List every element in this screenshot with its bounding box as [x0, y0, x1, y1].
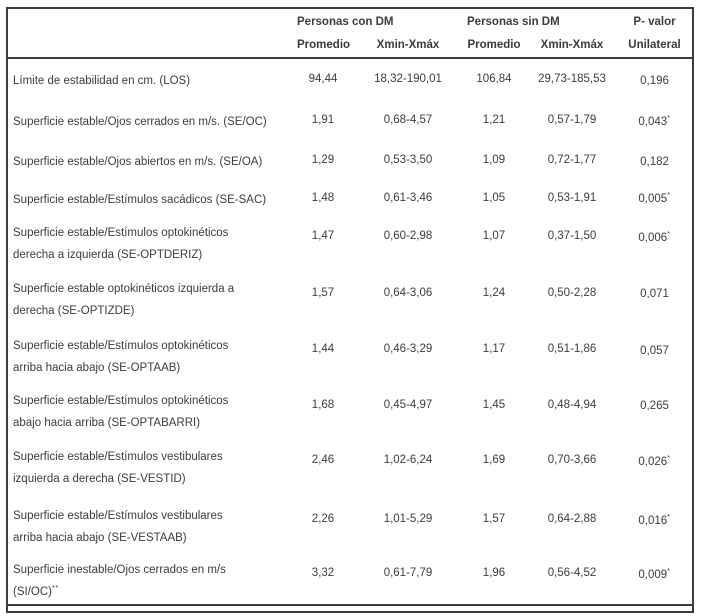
range-con-dm: 1,01-5,29 [383, 513, 433, 525]
col-header-promedio-sin: Promedio [467, 39, 521, 51]
col-header-range-sin: Xmin-Xmáx [540, 39, 604, 51]
range-sin-dm: 0,48-4,94 [547, 398, 597, 411]
col-group-sin-dm: Personas sin DM [467, 16, 560, 28]
range-con-dm: 0,53-3,50 [383, 154, 433, 166]
range-sin-dm: 0,51-1,86 [547, 343, 597, 355]
p-value: 0,196 [640, 74, 669, 87]
p-value: 0,026* [638, 452, 671, 468]
mean-con-dm: 1,47 [311, 230, 335, 242]
p-value: 0,071 [640, 287, 669, 300]
table-row: Superficie inestable/Ojos cerrados en m/… [8, 558, 692, 604]
table-body: Límite de estabilidad en cm. (LOS) 94,44… [8, 59, 692, 604]
table-row: Superficie estable/Estímulos sacádicos (… [8, 179, 692, 216]
table-row: Superficie estable/Estímulos optokinétic… [8, 329, 692, 385]
mean-sin-dm: 1,69 [482, 454, 506, 466]
table-row: Superficie estable/Estímulos vestibulare… [8, 440, 692, 496]
mean-sin-dm: 1,57 [482, 513, 506, 525]
range-con-dm: 0,61-7,79 [383, 567, 433, 579]
p-value: 0,016* [638, 511, 671, 527]
range-con-dm: 0,45-4,97 [383, 398, 433, 411]
stats-table: Personas con DM Personas sin DM P- valor… [6, 7, 694, 613]
p-value: 0,009* [638, 565, 671, 581]
range-con-dm: 18,32-190,01 [374, 73, 442, 85]
table-row: Superficie estable/Estímulos optokinétic… [8, 385, 692, 440]
row-label: Superficie estable/Ojos abiertos en m/s.… [13, 155, 263, 168]
mean-con-dm: 3,32 [311, 567, 335, 579]
row-label: Superficie estable/Estímulos optokinétic… [13, 395, 229, 429]
table-header: Personas con DM Personas sin DM P- valor… [8, 9, 692, 59]
p-value: 0,006* [638, 228, 671, 244]
range-sin-dm: 0,37-1,50 [547, 230, 597, 242]
range-con-dm: 0,46-3,29 [383, 343, 433, 355]
mean-con-dm: 2,26 [311, 513, 335, 525]
row-label: Superficie estable/Estímulos optokinétic… [13, 339, 229, 374]
mean-sin-dm: 1,17 [482, 343, 506, 355]
mean-sin-dm: 1,45 [482, 398, 506, 411]
col-header-promedio-con: Promedio [297, 39, 351, 51]
row-label: Superficie estable/Estímulos optokinétic… [13, 226, 229, 261]
table-row: Superficie estable/Estímulos vestibulare… [8, 496, 692, 558]
range-sin-dm: 0,56-4,52 [547, 567, 597, 579]
table-row: Superficie estable/Ojos cerrados en m/s.… [8, 99, 692, 141]
table-row: Superficie estable/Estímulos optokinétic… [8, 216, 692, 272]
mean-con-dm: 1,44 [311, 343, 335, 355]
table-row: Límite de estabilidad en cm. (LOS) 94,44… [8, 59, 692, 99]
range-con-dm: 0,60-2,98 [383, 230, 433, 242]
p-value: 0,043* [638, 112, 671, 128]
row-label: Superficie inestable/Ojos cerrados en m/… [13, 563, 226, 598]
p-value: 0,057 [640, 344, 669, 357]
range-con-dm: 0,61-3,46 [383, 191, 433, 204]
table-bottom-rule [8, 604, 692, 611]
row-label: Superficie estable/Estímulos vestibulare… [13, 450, 223, 485]
col-header-pvalor: P- valor [633, 16, 676, 28]
table-row: Superficie estable/Ojos abiertos en m/s.… [8, 141, 692, 179]
col-header-unilateral: Unilateral [628, 39, 681, 51]
row-label: Superficie estable/Ojos cerrados en m/s.… [13, 115, 267, 128]
range-sin-dm: 0,64-2,88 [547, 513, 597, 525]
col-group-con-dm: Personas con DM [297, 16, 394, 28]
mean-sin-dm: 1,24 [482, 286, 506, 299]
range-con-dm: 1,02-6,24 [383, 454, 433, 466]
p-value: 0,182 [640, 155, 669, 168]
p-value: 0,265 [640, 399, 669, 412]
mean-sin-dm: 1,05 [482, 191, 506, 204]
table-row: Superficie estable optokinéticos izquier… [8, 272, 692, 329]
col-header-range-con: Xmin-Xmáx [376, 39, 440, 51]
row-label: Límite de estabilidad en cm. (LOS) [13, 74, 191, 87]
mean-sin-dm: 1,96 [482, 567, 506, 579]
row-label: Superficie estable/Estímulos sacádicos (… [13, 193, 267, 206]
mean-con-dm: 2,46 [311, 454, 335, 466]
row-label: Superficie estable/Estímulos vestibulare… [13, 509, 223, 544]
mean-sin-dm: 1,07 [482, 230, 506, 242]
range-sin-dm: 29,73-185,53 [538, 73, 606, 85]
mean-con-dm: 1,91 [311, 114, 335, 126]
mean-sin-dm: 106,84 [476, 73, 512, 85]
range-sin-dm: 0,53-1,91 [547, 191, 597, 204]
mean-con-dm: 1,29 [311, 154, 335, 166]
mean-con-dm: 94,44 [308, 73, 338, 85]
range-con-dm: 0,64-3,06 [383, 286, 433, 299]
range-sin-dm: 0,72-1,77 [547, 154, 597, 166]
range-sin-dm: 0,70-3,66 [547, 454, 597, 466]
range-sin-dm: 0,50-2,28 [547, 286, 597, 299]
mean-sin-dm: 1,21 [482, 114, 506, 126]
mean-sin-dm: 1,09 [482, 154, 506, 166]
range-sin-dm: 0,57-1,79 [547, 114, 597, 126]
row-label: Superficie estable optokinéticos izquier… [13, 283, 235, 317]
mean-con-dm: 1,48 [311, 191, 335, 204]
p-value: 0,005* [638, 190, 671, 205]
mean-con-dm: 1,68 [311, 398, 335, 411]
range-con-dm: 0,68-4,57 [383, 114, 433, 126]
mean-con-dm: 1,57 [311, 286, 335, 299]
